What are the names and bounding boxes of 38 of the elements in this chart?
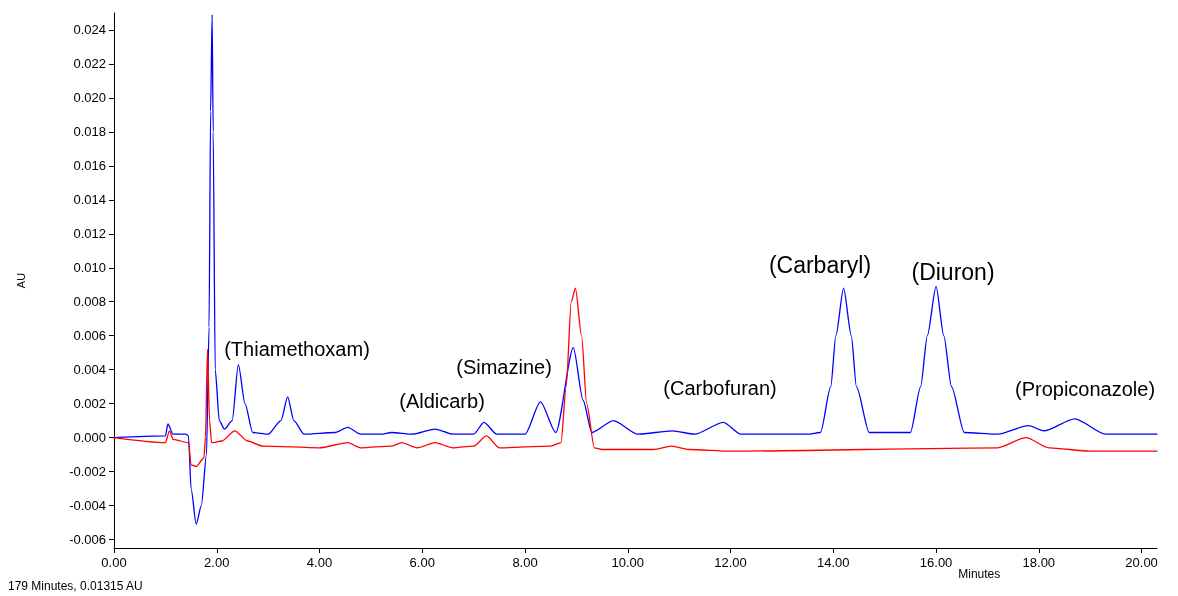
y-tick-label: 0.004 xyxy=(73,362,106,378)
y-tick-label: -0.004 xyxy=(69,498,106,514)
x-tick-label: 2.00 xyxy=(204,555,230,570)
y-tick-label: 0.020 xyxy=(73,90,106,106)
y-tick-label: 0.000 xyxy=(73,430,106,446)
x-tick-label: 18.00 xyxy=(1022,555,1056,570)
annotation: (Diuron) xyxy=(911,259,995,285)
annotation: (Propiconazole) xyxy=(1014,378,1156,400)
y-tick-label: 0.012 xyxy=(73,226,106,242)
y-tick-label: 0.016 xyxy=(73,158,106,174)
annotation: (Simazine) xyxy=(456,356,552,378)
x-tick-label: 14.00 xyxy=(817,555,850,570)
annotation: (Carbofuran) xyxy=(663,377,777,399)
line-series xyxy=(113,287,1158,468)
text: 179 Minutes, 0.01315 AU xyxy=(8,579,143,593)
y-tick-label: 0.022 xyxy=(73,56,106,72)
y-tick-label: -0.006 xyxy=(69,532,106,548)
x-tick-label: 20.00 xyxy=(1125,555,1158,570)
y-tick-label: -0.002 xyxy=(69,464,106,480)
x-tick-label: 0.00 xyxy=(101,555,127,570)
annotation: (Carbaryl) xyxy=(768,252,872,278)
annotation: (Aldicarb) xyxy=(399,390,485,412)
x-tick-label: 6.00 xyxy=(409,555,435,570)
y-tick-label: 0.024 xyxy=(73,22,106,38)
x-tick-label: 10.00 xyxy=(611,555,645,570)
annotation: (Thiamethoxam) xyxy=(224,338,370,360)
y-tick-label: 0.002 xyxy=(73,396,106,412)
y-tick-label: 0.014 xyxy=(73,192,106,208)
x-axis-title: Minutes xyxy=(958,567,1001,581)
y-tick-label: 0.008 xyxy=(73,294,106,310)
x-tick-label: 12.00 xyxy=(714,555,747,570)
y-tick-label: 0.018 xyxy=(73,124,106,140)
y-tick-label: 0.006 xyxy=(73,328,106,344)
y-tick-label: 0.010 xyxy=(73,260,106,276)
x-tick-label: 16.00 xyxy=(919,555,953,570)
x-tick-label: 8.00 xyxy=(512,555,538,570)
y-axis-title: AU xyxy=(14,272,27,289)
x-tick-label: 4.00 xyxy=(306,555,333,570)
